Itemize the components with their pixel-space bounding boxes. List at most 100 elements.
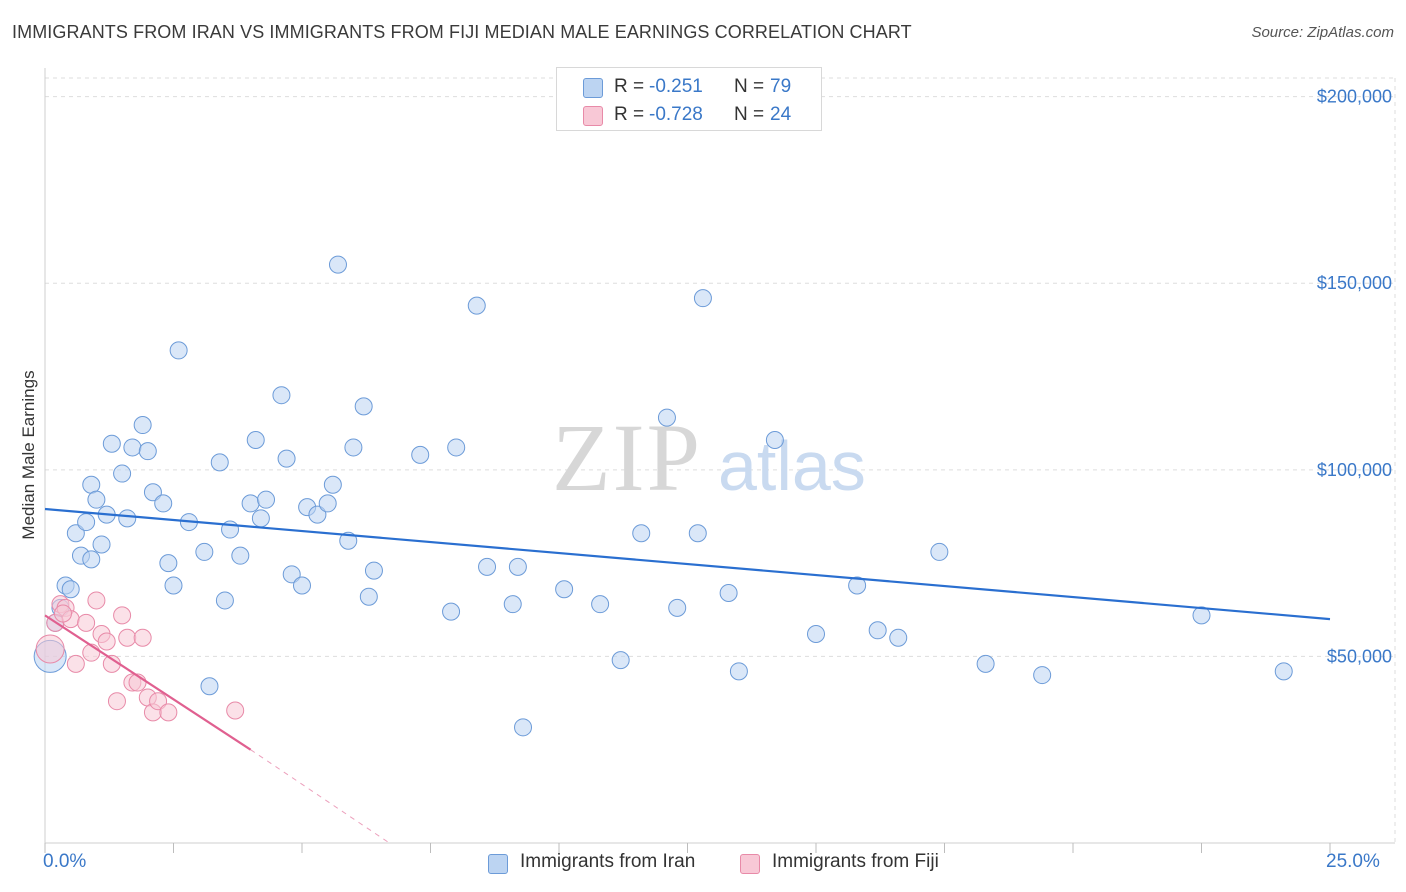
point-iran (1274, 662, 1293, 681)
point-iran (930, 542, 949, 561)
point-iran (632, 524, 651, 543)
point-iran (159, 554, 178, 573)
point-iran (215, 591, 234, 610)
point-iran (257, 490, 276, 509)
bottom-legend-swatch-iran (488, 854, 508, 874)
point-iran (66, 524, 85, 543)
point-iran (729, 662, 748, 681)
point-iran (251, 509, 270, 528)
point-iran (102, 434, 121, 453)
point-iran (442, 602, 461, 621)
legend-n-value: 79 (770, 76, 792, 97)
point-iran (411, 445, 430, 464)
point-iran (113, 464, 132, 483)
trend-line-iran (44, 507, 1331, 621)
chart-title: IMMIGRANTS FROM IRAN VS IMMIGRANTS FROM … (12, 22, 912, 42)
legend-r-value: -0.728 (649, 104, 703, 125)
point-iran (231, 546, 250, 565)
point-iran (339, 531, 358, 550)
correlation-legend: R = -0.251 N = 79 R = -0.728 N = 24 (556, 67, 822, 131)
point-iran (514, 718, 533, 737)
point-iran (77, 513, 96, 532)
point-iran (693, 289, 712, 308)
point-iran (719, 583, 738, 602)
y-tick-label: $150,000 (1317, 273, 1392, 293)
legend-n-value: 24 (770, 104, 792, 125)
bottom-legend-swatch-fiji (740, 854, 760, 874)
point-iran (200, 677, 219, 696)
point-iran (308, 505, 327, 524)
point-iran (364, 561, 383, 580)
point-iran (478, 557, 497, 576)
legend-r-label: R = (614, 104, 645, 125)
point-iran (138, 442, 157, 461)
source-label: Source: ZipAtlas.com (1251, 24, 1394, 41)
point-iran (508, 557, 527, 576)
point-iran (277, 449, 296, 468)
point-iran (344, 438, 363, 457)
point-fiji (226, 701, 245, 720)
point-iran (169, 341, 188, 360)
point-iran (848, 576, 867, 595)
legend-row-fiji: R = -0.728 N = 24 (557, 102, 821, 130)
trend-line-fiji-extension (250, 749, 390, 844)
axes (44, 68, 1395, 853)
point-fiji (107, 692, 126, 711)
point-fiji (149, 692, 168, 711)
point-iran (555, 580, 574, 599)
point-iran (246, 430, 265, 449)
y-axis-label: Median Male Earnings (19, 370, 38, 539)
trend-line-fiji (44, 614, 252, 751)
point-iran (92, 535, 111, 554)
point-iran (657, 408, 676, 427)
legend-row-iran: R = -0.251 N = 79 (557, 74, 821, 102)
point-iran (611, 651, 630, 670)
point-iran (154, 494, 173, 513)
point-iran (976, 654, 995, 673)
point-fiji (77, 613, 96, 632)
point-iran (591, 595, 610, 614)
point-iran (210, 453, 229, 472)
legend-swatch-iran (583, 78, 603, 98)
point-iran (1033, 666, 1052, 685)
point-iran (359, 587, 378, 606)
point-iran (133, 416, 152, 435)
point-fiji (159, 703, 178, 722)
point-iran (447, 438, 466, 457)
y-tick-label: $200,000 (1317, 87, 1392, 107)
point-iran (1192, 606, 1211, 625)
point-fiji (133, 628, 152, 647)
point-iran (354, 397, 373, 416)
point-iran (868, 621, 887, 640)
point-iran (282, 565, 301, 584)
y-tick-labels: $50,000 $100,000 $150,000 $200,000 (1317, 87, 1392, 667)
point-iran (82, 475, 101, 494)
y-tick-label: $100,000 (1317, 460, 1392, 480)
point-fiji (97, 632, 116, 651)
point-fiji (35, 634, 65, 664)
point-fiji (113, 606, 132, 625)
point-iran (293, 576, 311, 595)
bottom-legend-label-iran: Immigrants from Iran (520, 851, 696, 872)
watermark-zip: ZIP (552, 404, 702, 511)
point-iran (241, 494, 260, 513)
point-iran (323, 475, 342, 494)
point-fiji (66, 654, 85, 673)
point-iran (503, 595, 522, 614)
point-fiji (118, 628, 137, 647)
point-iran (318, 494, 337, 513)
x-axis-max-label: 25.0% (1326, 851, 1380, 872)
legend-n-label: N = (734, 76, 765, 97)
legend-swatch-fiji (583, 106, 603, 126)
point-iran (143, 483, 162, 502)
x-axis-min-label: 0.0% (43, 851, 87, 872)
point-iran (118, 509, 137, 528)
y-tick-label: $50,000 (1327, 646, 1392, 666)
legend-r-label: R = (614, 76, 645, 97)
legend-r-value: -0.251 (649, 76, 703, 97)
point-fiji (87, 591, 106, 610)
point-fiji (53, 604, 72, 623)
point-iran (272, 386, 291, 405)
trend-lines (44, 507, 1331, 844)
